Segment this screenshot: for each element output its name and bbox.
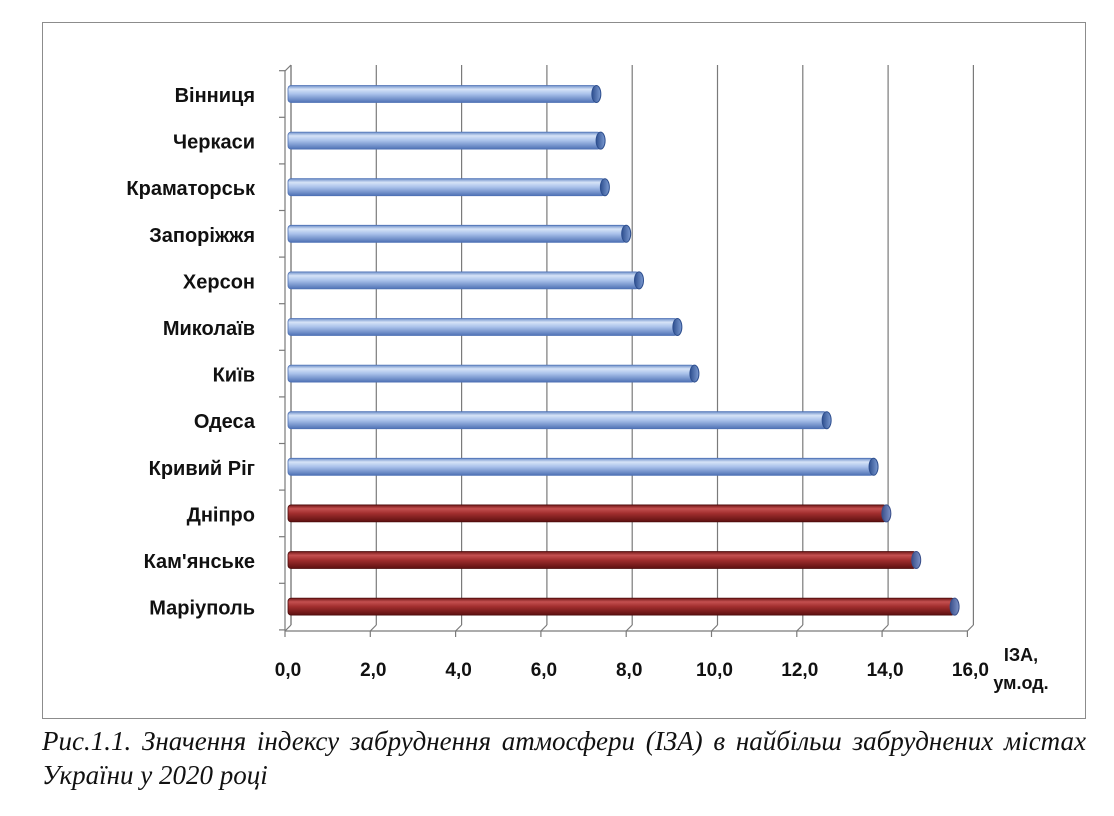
- bar-end-cap: [599, 178, 610, 197]
- bar-end-cap: [595, 131, 606, 150]
- bar-body: [287, 457, 874, 476]
- category-label: Київ: [213, 365, 255, 387]
- gridline-floor: [966, 624, 974, 632]
- gridline-floor: [540, 624, 548, 632]
- bar-end-cap: [949, 597, 960, 616]
- x-tick-label: 10,0: [696, 660, 733, 681]
- bar-body: [287, 411, 828, 430]
- bar: [287, 85, 602, 103]
- category-label: Маріуполь: [149, 598, 255, 620]
- bar: [287, 411, 832, 430]
- bar: [287, 457, 879, 476]
- category-label: Кам'янське: [144, 551, 255, 573]
- bar-end-cap: [881, 504, 892, 523]
- x-tick-label: 14,0: [867, 660, 904, 681]
- bar-body: [287, 224, 627, 243]
- bar-end-cap: [633, 271, 644, 290]
- x-tick-label: 6,0: [531, 660, 557, 681]
- category-label: Херсон: [183, 271, 255, 293]
- bar: [287, 364, 700, 383]
- gridline-floor: [881, 624, 889, 632]
- bar-body: [287, 318, 678, 336]
- bar: [287, 131, 606, 150]
- x-tick-label: 4,0: [445, 660, 471, 681]
- category-label: Черкаси: [173, 132, 255, 154]
- bar: [287, 504, 892, 523]
- x-axis-unit-label: ІЗА,: [1004, 645, 1038, 665]
- bar-body: [287, 597, 956, 616]
- figure-caption: Рис.1.1. Значення індексу забруднення ат…: [42, 726, 1086, 790]
- bar-end-cap: [672, 318, 683, 336]
- category-label: Дніпро: [187, 504, 255, 526]
- bar-end-cap: [621, 224, 632, 243]
- category-label: Запоріжжя: [149, 225, 255, 247]
- x-tick-label: 0,0: [275, 660, 301, 681]
- bar: [287, 318, 683, 336]
- bar-end-cap: [689, 364, 700, 383]
- x-tick-label: 12,0: [781, 660, 818, 681]
- bar-body: [287, 131, 602, 150]
- axis-corner: [284, 64, 292, 72]
- bar-body: [287, 364, 695, 383]
- bar: [287, 551, 922, 569]
- category-label: Миколаїв: [163, 318, 255, 340]
- bar-body: [287, 551, 917, 569]
- x-tick-label: 16,0: [952, 660, 989, 681]
- category-label: Вінниця: [175, 85, 255, 107]
- bar-chart: 0,0 2,0 4,0 6,0 8,0 10,0 12,0 14,0 16,0 Вінниця Че…: [126, 64, 1049, 693]
- bar-body: [287, 504, 887, 523]
- bar: [287, 224, 632, 243]
- gridline-floor: [369, 624, 377, 632]
- x-tick-label: 8,0: [616, 660, 642, 681]
- category-label: Кривий Ріг: [149, 458, 255, 480]
- bar-end-cap: [868, 457, 879, 476]
- gridline-floor: [625, 624, 633, 632]
- bar: [287, 597, 960, 616]
- gridline-floor: [455, 624, 463, 632]
- bar-end-cap: [821, 411, 832, 430]
- bar: [287, 271, 644, 290]
- category-label: Одеса: [194, 411, 256, 433]
- chart-frame: 0,0 2,0 4,0 6,0 8,0 10,0 12,0 14,0 16,0 Вінниця Че…: [42, 22, 1086, 719]
- bar-body: [287, 85, 597, 103]
- x-axis-unit-label: ум.од.: [993, 673, 1048, 693]
- bar-body: [287, 271, 640, 290]
- bar-end-cap: [911, 551, 922, 569]
- bar: [287, 178, 610, 197]
- gridline-floor: [796, 624, 804, 632]
- gridline-floor: [711, 624, 718, 632]
- bar-end-cap: [591, 85, 602, 103]
- x-tick-label: 2,0: [360, 660, 386, 681]
- bar-body: [287, 178, 606, 197]
- category-label: Краматорськ: [126, 178, 256, 200]
- gridline-floor: [284, 624, 292, 632]
